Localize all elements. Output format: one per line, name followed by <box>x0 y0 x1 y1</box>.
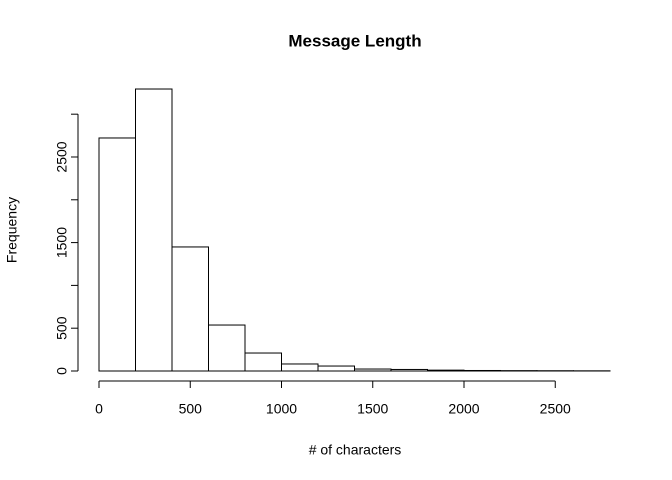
chart-title: Message Length <box>288 31 421 50</box>
y-tick-label: 0 <box>54 367 70 375</box>
bar <box>98 137 136 372</box>
y-tick-label: 500 <box>54 316 70 340</box>
bar <box>135 88 173 372</box>
y-tick-label: 2500 <box>54 141 70 172</box>
bar <box>427 369 465 372</box>
bar <box>208 324 246 372</box>
bar <box>390 368 428 372</box>
x-axis-label: # of characters <box>309 442 402 458</box>
bar <box>171 246 209 372</box>
bar <box>354 368 392 372</box>
bar <box>244 352 282 372</box>
y-tick-label: 1500 <box>54 227 70 258</box>
bar <box>281 363 319 372</box>
x-tick-label: 500 <box>179 401 203 417</box>
y-axis-label: Frequency <box>4 197 20 263</box>
bar <box>463 369 501 372</box>
x-tick-label: 2000 <box>448 401 479 417</box>
x-tick-label: 2500 <box>540 401 571 417</box>
x-tick-label: 0 <box>95 401 103 417</box>
x-tick-label: 1000 <box>266 401 297 417</box>
x-tick-label: 1500 <box>357 401 388 417</box>
bar <box>317 365 355 372</box>
